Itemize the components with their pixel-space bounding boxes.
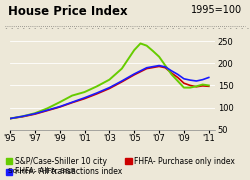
Legend: S&P/Case-Shiller 10 city, FHFA- All transactions index, FHFA- Purchase only inde: S&P/Case-Shiller 10 city, FHFA- All tran… [6, 157, 235, 176]
Text: House Price Index: House Price Index [8, 5, 127, 18]
Text: 1995=100: 1995=100 [192, 5, 242, 15]
Text: - - - - - - - - - - - - - - - - - - - - - - - - - - - - - - - - - - - - - - - - : - - - - - - - - - - - - - - - - - - - - … [5, 26, 250, 31]
Text: Source: FHFA, S&P: Source: FHFA, S&P [8, 168, 74, 174]
